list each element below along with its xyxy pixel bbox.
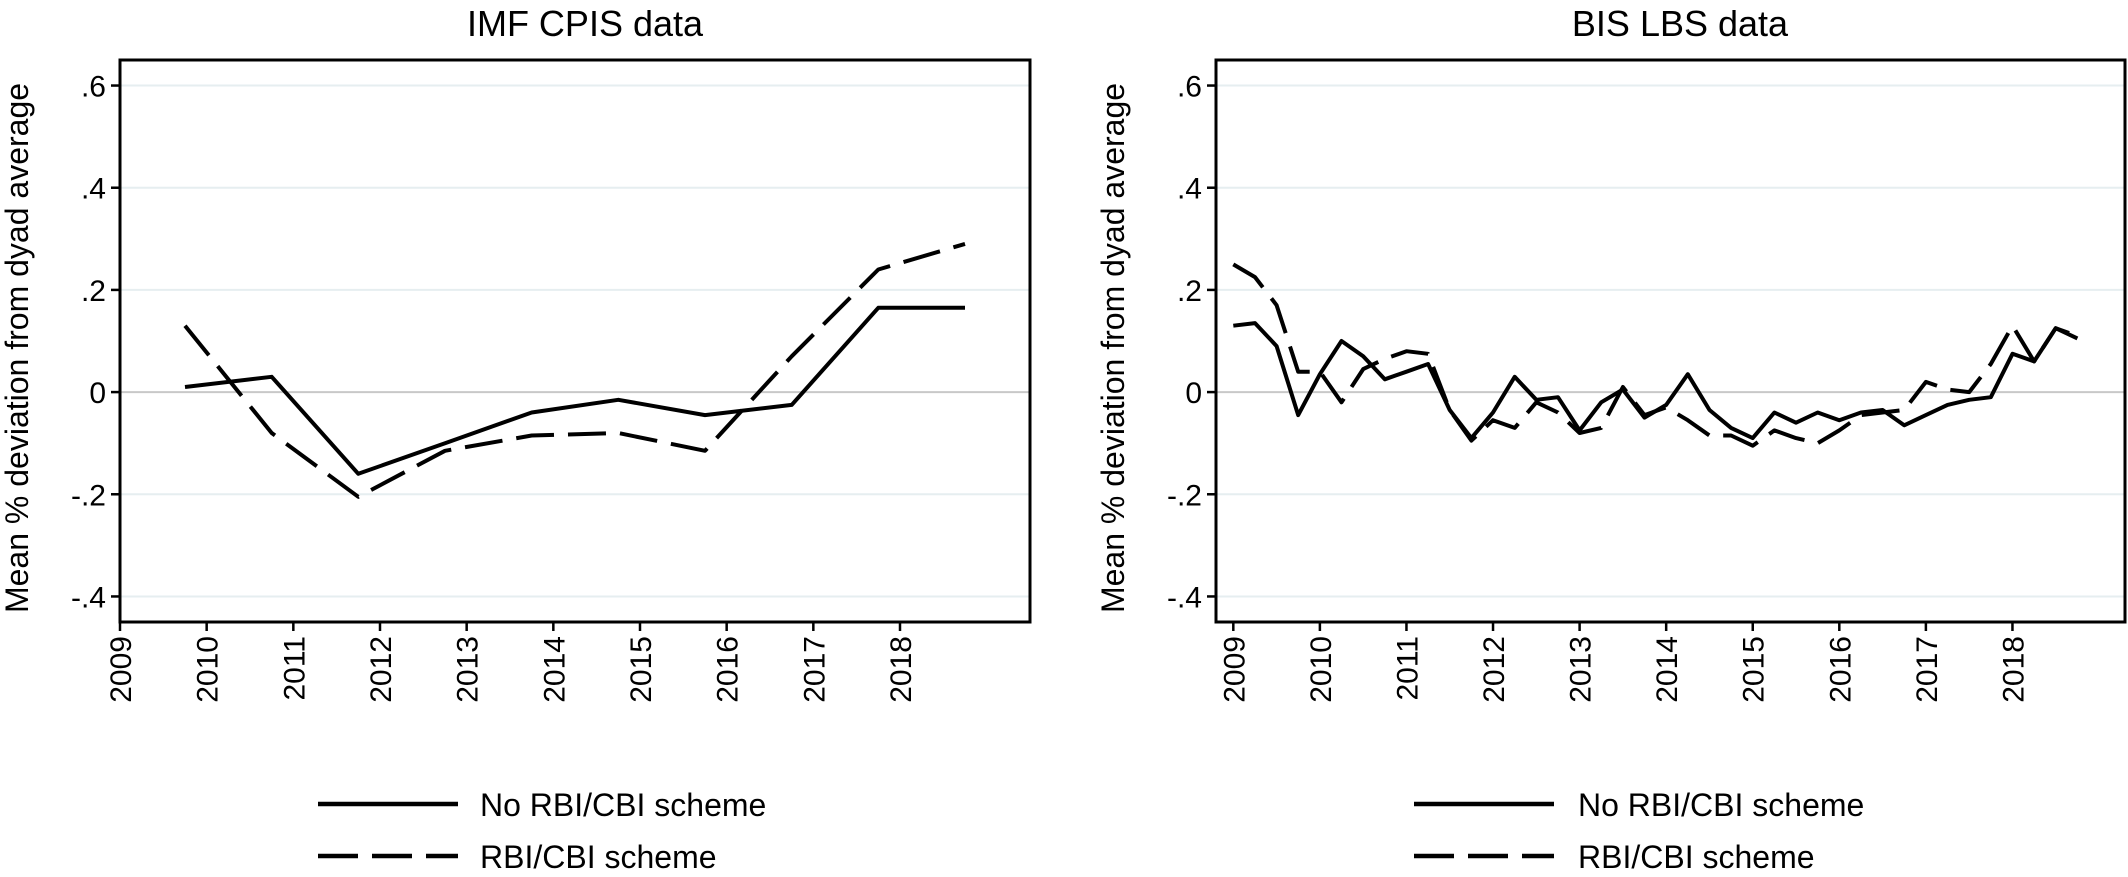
y-tick-label: 0	[89, 377, 106, 410]
series-lines	[183, 241, 966, 499]
x-tick-label: 2017	[798, 636, 831, 703]
x-ticks: 2009 2010 2011 2012 2013 2014 2015 2016 2017 2018	[105, 622, 918, 703]
x-tick-label: 2017	[1911, 636, 1944, 703]
gridlines	[120, 84, 1030, 598]
series-lines	[1232, 262, 2079, 448]
plot-frame	[118, 58, 1032, 624]
y-ticks: .6 .4 .2 0 -.2 -.4	[1167, 71, 1216, 614]
legend: No RBI/CBI scheme RBI/CBI scheme	[318, 787, 766, 875]
x-tick-label: 2009	[1218, 636, 1251, 703]
x-tick-label: 2011	[278, 636, 311, 701]
series-line-rbi-cbi-scheme	[1232, 262, 2079, 448]
y-tick-label: -.4	[71, 581, 106, 614]
gridlines	[1216, 84, 2125, 598]
panel-title: BIS LBS data	[1572, 3, 1789, 44]
series-line-no-scheme	[184, 305, 965, 476]
x-tick-label: 2016	[1824, 636, 1857, 703]
x-tick-label: 2010	[1305, 636, 1338, 703]
series-line-rbi-cbi-scheme	[183, 241, 966, 499]
panel-bis-lbs: BIS LBS data Mean % deviation from dyad …	[1095, 3, 2127, 875]
legend-label-no-scheme: No RBI/CBI scheme	[1578, 787, 1864, 823]
y-tick-label: .4	[1177, 173, 1202, 206]
x-tick-label: 2015	[1738, 636, 1771, 703]
y-axis-label: Mean % deviation from dyad average	[0, 83, 35, 613]
x-tick-label: 2009	[105, 636, 138, 703]
plot-frame	[1214, 58, 2127, 624]
x-tick-label: 2012	[1478, 636, 1511, 703]
y-tick-label: .6	[81, 71, 106, 104]
y-tick-label: .6	[1177, 71, 1202, 104]
legend: No RBI/CBI scheme RBI/CBI scheme	[1414, 787, 1864, 875]
legend-label-scheme: RBI/CBI scheme	[1578, 839, 1815, 875]
y-tick-label: .4	[81, 173, 106, 206]
x-ticks: 2009 2010 2011 2012 2013 2014 2015 2016 2017 2018	[1218, 622, 2030, 703]
series-line-no-scheme	[1233, 321, 2079, 441]
y-tick-label: -.2	[71, 479, 106, 512]
x-tick-label: 2018	[1997, 636, 2030, 703]
legend-label-scheme: RBI/CBI scheme	[480, 839, 717, 875]
y-tick-label: -.4	[1167, 581, 1202, 614]
x-tick-label: 2014	[538, 636, 571, 703]
x-tick-label: 2013	[1565, 636, 1598, 703]
panel-title: IMF CPIS data	[467, 3, 704, 44]
y-tick-label: .2	[81, 275, 106, 308]
y-tick-label: .2	[1177, 275, 1202, 308]
x-tick-label: 2016	[712, 636, 745, 703]
x-tick-label: 2013	[452, 636, 485, 703]
panel-imf-cpis: IMF CPIS data Mean % deviation from dyad…	[0, 3, 1032, 875]
x-tick-label: 2011	[1391, 636, 1424, 701]
y-ticks: .6 .4 .2 0 -.2 -.4	[71, 71, 120, 614]
legend-label-no-scheme: No RBI/CBI scheme	[480, 787, 766, 823]
x-tick-label: 2012	[365, 636, 398, 703]
x-tick-label: 2015	[625, 636, 658, 703]
y-axis-label: Mean % deviation from dyad average	[1095, 83, 1131, 613]
x-tick-label: 2010	[192, 636, 225, 703]
x-tick-label: 2018	[885, 636, 918, 703]
x-tick-label: 2014	[1651, 636, 1684, 703]
y-tick-label: 0	[1185, 377, 1202, 410]
y-tick-label: -.2	[1167, 479, 1202, 512]
